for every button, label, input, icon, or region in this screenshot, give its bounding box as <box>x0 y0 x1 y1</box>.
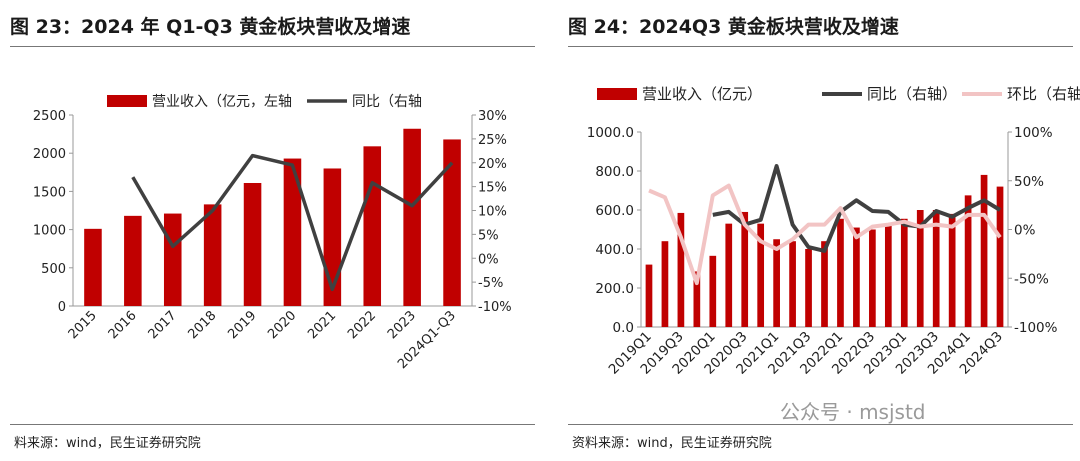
right-y-tick-label: -10% <box>478 300 512 315</box>
right-chart-title: 图 24：2024Q3 黄金板块营收及增速 <box>568 16 899 38</box>
left-y-tick-label: 600.0 <box>595 203 634 219</box>
revenue-bar <box>661 241 669 327</box>
right-y-tick-label: -50% <box>1014 271 1049 287</box>
right-y-tick-label: -100% <box>1014 320 1058 336</box>
revenue-bar <box>821 241 828 327</box>
x-tick-label: 2020 <box>265 308 299 342</box>
left-y-tick-label: 0 <box>58 300 66 315</box>
revenue-bar <box>996 186 1004 327</box>
revenue-bar <box>677 212 685 327</box>
left-y-tick-label: 0.0 <box>613 320 634 336</box>
right-y-tick-label: 15% <box>478 181 507 196</box>
revenue-bar <box>443 139 461 306</box>
left-y-tick-label: 200.0 <box>595 281 634 297</box>
revenue-bar <box>980 174 988 327</box>
left-y-tick-label: 500 <box>41 262 66 277</box>
revenue-bar <box>932 210 940 327</box>
legend-label: 同比（右轴） <box>867 85 957 103</box>
revenue-bar <box>84 228 102 306</box>
revenue-bar <box>693 271 701 327</box>
qoq-growth-line <box>648 183 1002 286</box>
watermark: 公众号 · msjstd <box>780 400 926 424</box>
right-title-rule <box>568 46 1073 47</box>
revenue-bar <box>900 218 908 327</box>
right-y-tick-label: 30% <box>478 109 507 124</box>
legend-item: 营业收入（亿元，左轴 <box>107 94 292 110</box>
left-chart-title: 图 23：2024 年 Q1-Q3 黄金板块营收及增速 <box>10 16 411 38</box>
right-source: 资料来源：wind，民生证券研究院 <box>572 436 772 451</box>
left-y-tick-label: 800.0 <box>595 164 634 180</box>
left-y-tick-label: 1500 <box>33 185 66 200</box>
legend-label: 环比（右轴） <box>1007 85 1080 103</box>
left-y-tick-label: 2500 <box>33 109 66 124</box>
revenue-bar <box>869 229 876 327</box>
revenue-bar <box>725 223 733 327</box>
left-y-tick-label: 400.0 <box>595 242 634 258</box>
yoy-growth-line <box>131 153 454 292</box>
legend-bar-swatch <box>597 88 637 100</box>
left-y-tick-label: 1000.0 <box>587 125 634 141</box>
legend-item: 同比（右轴） <box>822 85 957 103</box>
right-y-tick-label: 50% <box>1014 174 1044 190</box>
x-tick-label: 2018 <box>185 308 219 342</box>
left-chart: 0 500 1000 1500 2000 2500 -10% -5% 0% 5% 10% 15% 20%… <box>33 94 512 372</box>
revenue-bar <box>916 210 924 327</box>
x-tick-label: 2019 <box>225 308 259 342</box>
revenue-bar <box>884 224 892 327</box>
revenue-bar <box>789 241 796 327</box>
revenue-bar <box>757 223 765 327</box>
left-y-tick-label: 2000 <box>33 147 66 162</box>
yoy-growth-line <box>712 164 1002 253</box>
left-title-rule <box>10 46 535 47</box>
revenue-bar <box>124 215 142 306</box>
right-y-tick-label: 100% <box>1014 125 1053 141</box>
revenue-bar <box>964 195 972 327</box>
left-source: 料来源：wind，民生证券研究院 <box>14 436 201 451</box>
revenue-bar <box>709 255 717 327</box>
legend-item: 同比（右轴 <box>307 94 422 110</box>
legend-bar-swatch <box>107 95 147 107</box>
legend-label: 同比（右轴 <box>352 94 422 110</box>
revenue-bar <box>283 158 302 306</box>
right-y-tick-label: 0% <box>478 252 499 267</box>
legend-item: 环比（右轴） <box>962 85 1080 103</box>
right-chart: 0.0 200.0 400.0 600.0 800.0 1000.0 -100% -50% 0%… <box>587 85 1080 378</box>
revenue-bar <box>773 239 780 327</box>
revenue-bar <box>645 264 653 327</box>
revenue-bar <box>403 128 421 306</box>
revenue-bar <box>741 211 749 327</box>
x-tick-label: 2017 <box>146 308 180 342</box>
revenue-bar <box>203 204 222 306</box>
right-y-tick-label: 25% <box>478 133 507 148</box>
revenue-bar <box>805 249 812 327</box>
revenue-bar <box>837 218 844 327</box>
x-tick-label: 2021 <box>305 308 339 342</box>
legend-label: 营业收入（亿元，左轴 <box>152 94 292 110</box>
right-y-tick-label: 0% <box>1014 223 1036 239</box>
right-y-tick-label: -5% <box>478 276 503 291</box>
legend-item: 营业收入（亿元） <box>597 85 762 103</box>
x-tick-label: 2022 <box>345 308 379 342</box>
revenue-bar <box>363 146 382 306</box>
left-bottom-rule <box>10 424 535 425</box>
right-bottom-rule <box>568 424 1073 425</box>
right-y-tick-label: 10% <box>478 205 507 220</box>
revenue-bar <box>243 182 262 306</box>
x-tick-label: 2023 <box>385 308 419 342</box>
x-tick-label: 2016 <box>106 308 140 342</box>
revenue-bar <box>948 213 956 327</box>
x-tick-label: 2015 <box>66 308 100 342</box>
left-y-tick-label: 1000 <box>33 224 66 239</box>
right-y-tick-label: 20% <box>478 157 507 172</box>
legend-label: 营业收入（亿元） <box>642 85 762 103</box>
revenue-bar <box>853 227 860 327</box>
right-y-tick-label: 5% <box>478 228 499 243</box>
revenue-bar <box>163 213 182 306</box>
